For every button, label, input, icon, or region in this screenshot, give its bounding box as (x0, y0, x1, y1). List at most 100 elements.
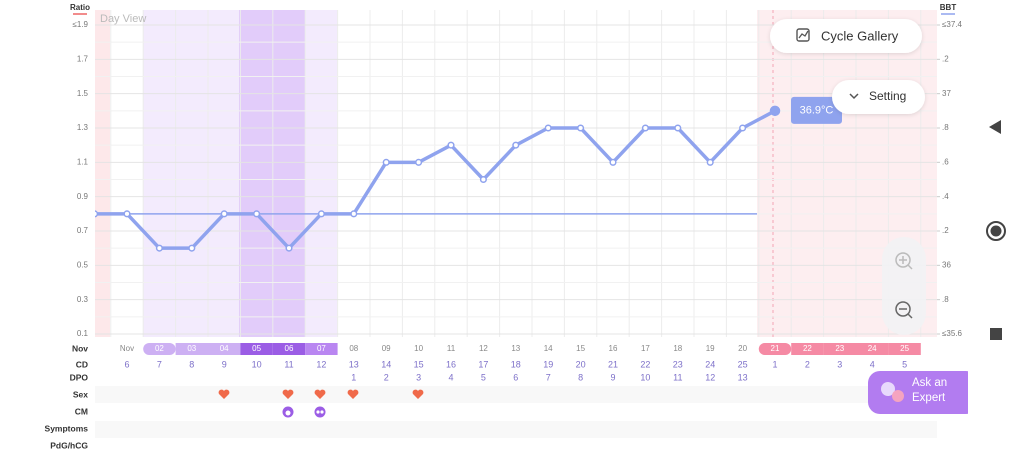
date-label: 14 (544, 344, 553, 353)
cd-label: 10 (252, 359, 262, 369)
date-label: 15 (576, 344, 585, 353)
dpo-label: 3 (416, 372, 421, 382)
cd-label: 4 (870, 359, 875, 369)
date-label: 04 (220, 344, 229, 353)
bbt-point (155, 244, 163, 252)
date-label: 24 (868, 344, 877, 353)
date-label: 06 (285, 344, 294, 353)
labels: ≤1.91.71.51.31.10.90.70.50.30.1≤37.4.237… (45, 20, 963, 450)
bbt-point (577, 124, 585, 132)
date-pill (856, 343, 889, 355)
zoom-in[interactable] (895, 252, 913, 270)
bbt-point (123, 210, 131, 218)
zoom-out[interactable] (895, 301, 913, 319)
date-label: 25 (900, 344, 909, 353)
y-tick-label: 1.3 (77, 123, 89, 132)
bbt-point (641, 124, 649, 132)
y-tick-label: ≤1.9 (72, 20, 88, 29)
cd-label: 2 (805, 359, 810, 369)
bbt-point (544, 124, 552, 132)
dpo-label: 5 (481, 372, 486, 382)
date-pill (175, 343, 208, 355)
cd-label: 19 (543, 359, 553, 369)
cd-label: 6 (124, 359, 129, 369)
date-pill (791, 343, 824, 355)
y2-tick-label: ≤35.6 (942, 329, 963, 338)
y-tick-label: 0.3 (77, 295, 89, 304)
cd-label: 20 (576, 359, 586, 369)
dpo-label: 8 (578, 372, 583, 382)
cd-label: 24 (705, 359, 715, 369)
dpo-label: 7 (546, 372, 551, 382)
dpo-label: 12 (705, 372, 715, 382)
row-label: Sex (73, 389, 88, 399)
y2-tick-label: .2 (942, 226, 949, 235)
grid (95, 10, 940, 337)
nav-back[interactable] (989, 120, 1001, 134)
y2-tick-label: .8 (942, 295, 949, 304)
date-label: 02 (155, 344, 164, 353)
y2-tick-label: 36 (942, 260, 951, 269)
date-label: 10 (414, 344, 423, 353)
cd-label: 1 (772, 359, 777, 369)
cd-label: 17 (478, 359, 488, 369)
date-pill (240, 343, 273, 355)
date-label: 12 (479, 344, 488, 353)
y-tick-label: 0.9 (77, 192, 89, 201)
date-pill (823, 343, 856, 355)
dpo-label: 6 (513, 372, 518, 382)
y-tick-label: 1.1 (77, 157, 89, 166)
bbt-point (512, 141, 520, 149)
nav-recent[interactable] (990, 328, 1002, 340)
button-label-box: Ask an Expert (912, 377, 948, 404)
cd-label: 3 (837, 359, 842, 369)
dpo-label: 4 (448, 372, 453, 382)
cd-label: 13 (349, 359, 359, 369)
button-label: Ask an Expert (912, 377, 948, 404)
y2-axis-title: BBT (940, 3, 957, 12)
value-label-box (791, 96, 842, 124)
cd-label: 11 (284, 359, 293, 369)
dpo-label: 1 (351, 372, 356, 382)
row-label: CM (75, 406, 88, 416)
row-label: CD (76, 359, 88, 369)
date-pill (143, 343, 176, 355)
y2-tick-label: .8 (942, 123, 949, 132)
bbt-point (220, 210, 228, 218)
cycle-gallery-button[interactable]: Cycle Gallery (770, 19, 922, 53)
y-tick-label: 0.1 (77, 329, 89, 338)
setting-button[interactable]: Setting (832, 80, 925, 114)
cd-label: 23 (673, 359, 683, 369)
y-tick-label: 0.7 (77, 226, 89, 235)
date-label: 20 (738, 344, 747, 353)
dpo-label: 2 (384, 372, 389, 382)
cd-label: 5 (902, 359, 907, 369)
view-label: Day View (100, 13, 146, 25)
bbt-point (382, 158, 390, 166)
row-label: PdG/hCG (50, 440, 88, 450)
nav-home[interactable] (986, 221, 1006, 241)
cd-label: 25 (738, 359, 748, 369)
system-nav (968, 0, 1024, 461)
date-label: 03 (187, 344, 196, 353)
bbt-point (95, 210, 99, 218)
date-label: 07 (317, 344, 326, 353)
date-label: 13 (511, 344, 520, 353)
date-label: 23 (835, 344, 844, 353)
date-label: 22 (803, 344, 812, 353)
date-pill (888, 343, 921, 355)
cd-label: 14 (381, 359, 391, 369)
ask-expert-button[interactable]: Ask an Expert (868, 371, 978, 414)
bbt-point (317, 210, 325, 218)
bbt-point (706, 158, 714, 166)
sex-markers (218, 389, 424, 399)
y2-tick-label: 37 (942, 89, 951, 98)
cd-label: 8 (189, 359, 194, 369)
value-label: 36.9°C (800, 105, 834, 117)
bbt-point (769, 105, 781, 117)
cd-label: 12 (316, 359, 326, 369)
y-tick-label: 1.5 (77, 89, 89, 98)
bbt-point (415, 158, 423, 166)
